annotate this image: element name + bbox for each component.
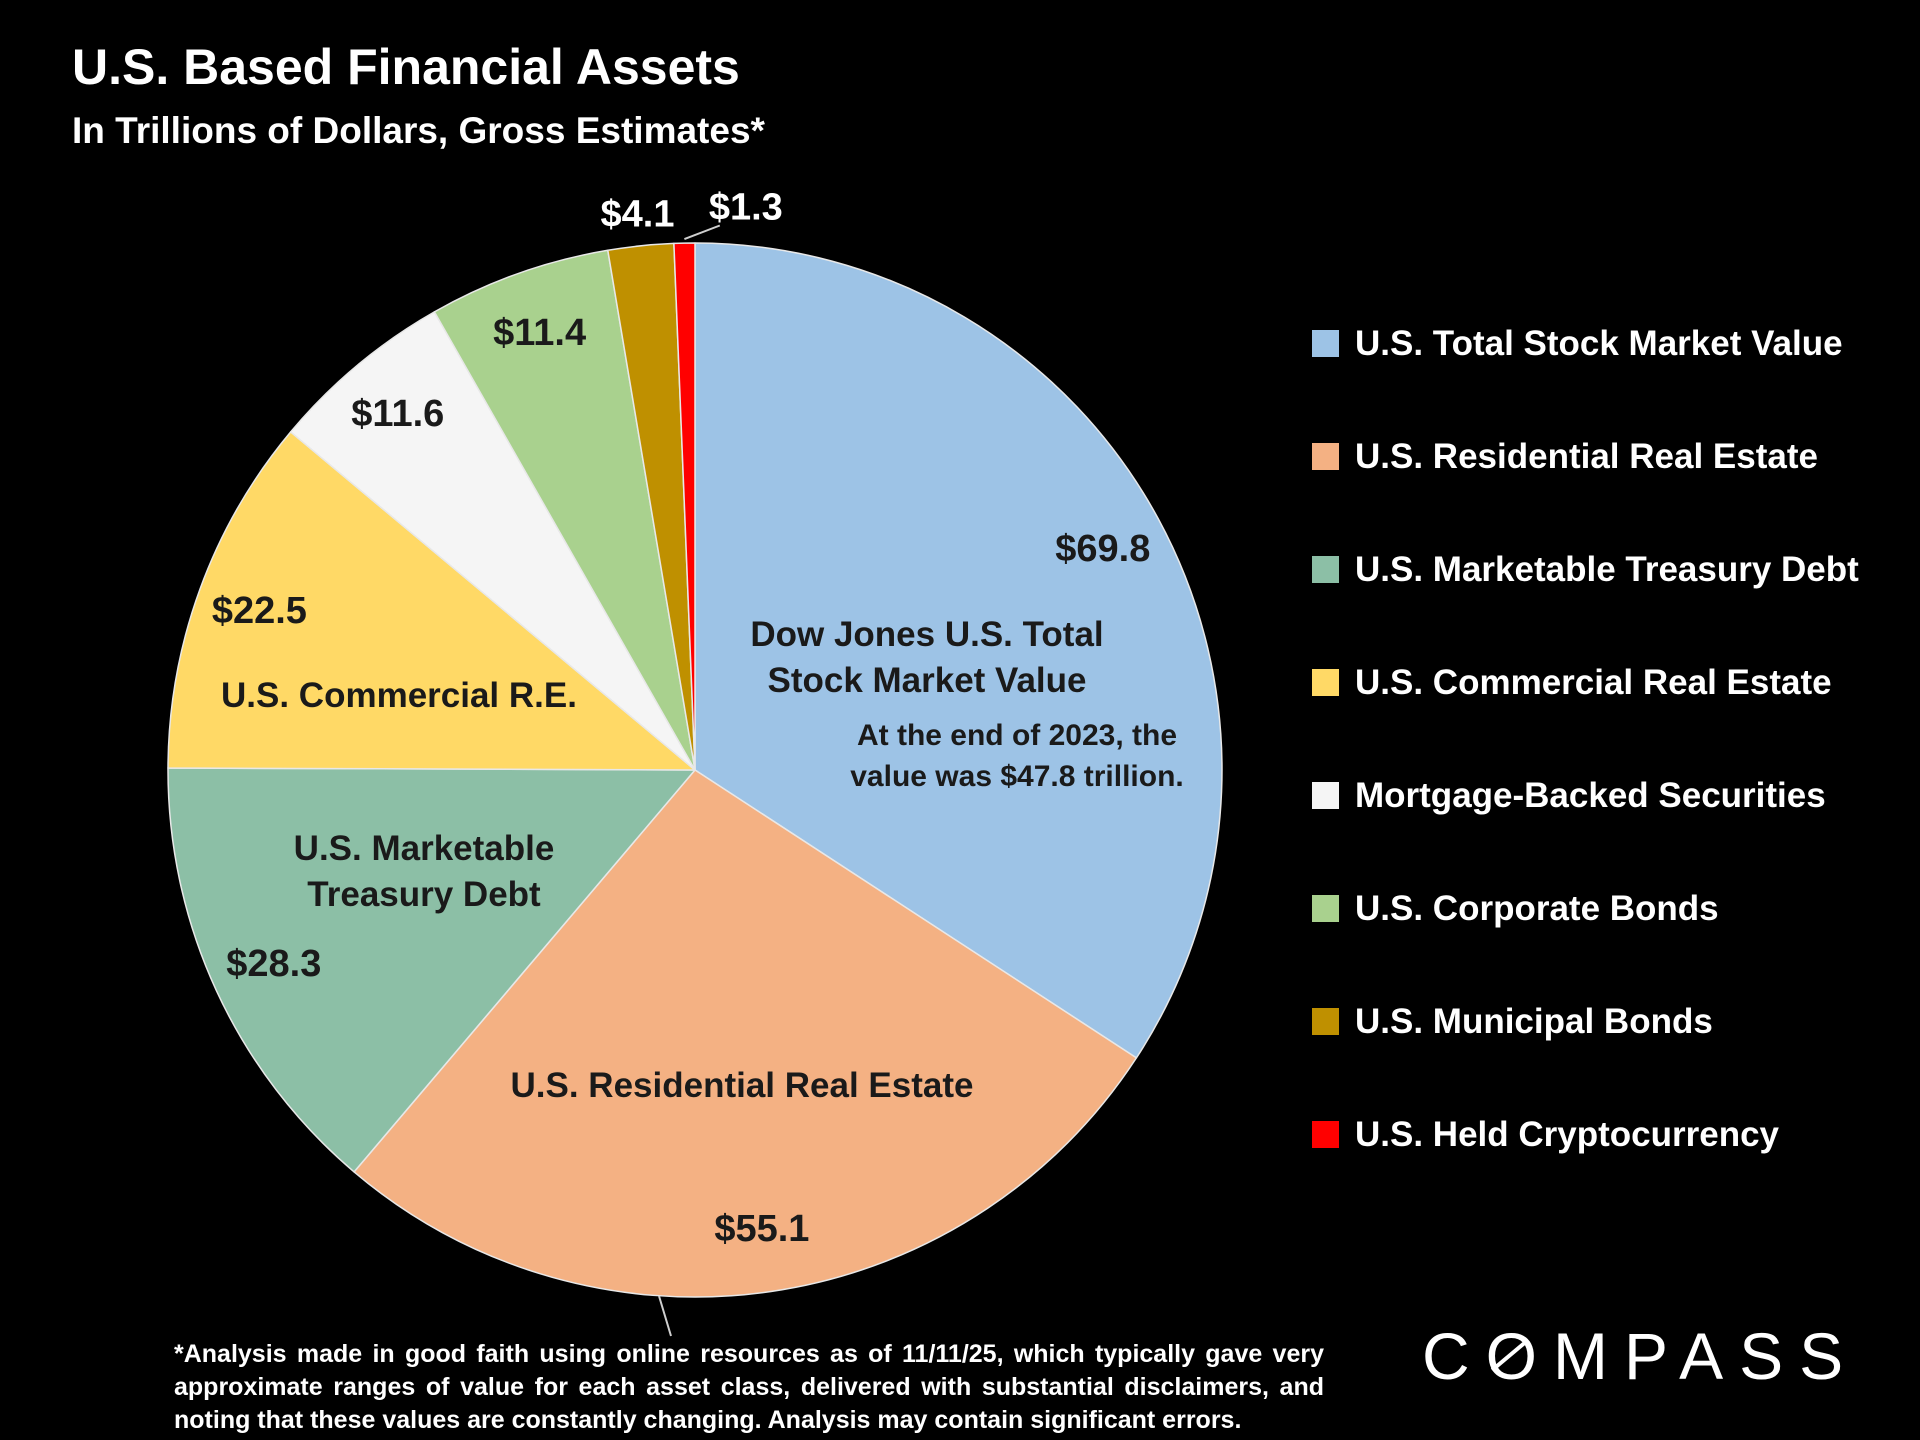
legend-swatch [1312, 556, 1339, 583]
annotation-2023-note: At the end of 2023, the value was $47.8 … [807, 716, 1227, 797]
legend-item-u-s-corporate-bonds: U.S. Corporate Bonds [1312, 852, 1859, 965]
legend-item-u-s-held-cryptocurrency: U.S. Held Cryptocurrency [1312, 1078, 1859, 1191]
footnote: *Analysis made in good faith using onlin… [174, 1340, 1324, 1434]
pie-slice-u-s-residential-real-estate [353, 769, 1138, 1298]
pie-slice-mortgage-backed-securities [289, 311, 696, 771]
pie-slice-u-s-total-stock-market-value [694, 242, 1223, 1059]
legend-label: U.S. Total Stock Market Value [1355, 323, 1843, 363]
slice-value-label: $11.6 [351, 393, 444, 435]
legend-item-u-s-municipal-bonds: U.S. Municipal Bonds [1312, 965, 1859, 1078]
annotation-dow-jones-line2: Stock Market Value [767, 661, 1087, 701]
annotation-2023-line1: At the end of 2023, the [856, 719, 1178, 752]
slice-value-label: $22.5 [212, 590, 307, 632]
leader-line [684, 224, 721, 241]
legend-label: U.S. Marketable Treasury Debt [1355, 549, 1859, 589]
logo-letters-mpass: MPASS [1553, 1319, 1860, 1393]
slice-label-treasury-line1: U.S. Marketable [293, 829, 555, 868]
leader-line [658, 1295, 672, 1337]
legend-swatch [1312, 782, 1339, 809]
pie-chart: $69.8 $55.1 $28.3 $22.5 $11.6 $11.4 $4.1 $1.3 [167, 187, 1223, 1337]
legend-label: U.S. Municipal Bonds [1355, 1001, 1713, 1041]
logo-letter-c: C [1422, 1319, 1486, 1393]
legend-swatch [1312, 895, 1339, 922]
page-title: U.S. Based Financial Assets [72, 39, 740, 95]
legend-label: U.S. Corporate Bonds [1355, 888, 1719, 928]
pie-slice-u-s-corporate-bonds [433, 249, 696, 771]
legend-label: Mortgage-Backed Securities [1355, 775, 1826, 815]
slice-value-label: $1.3 [709, 187, 783, 229]
slice-label-treasury-line2: Treasury Debt [307, 875, 541, 915]
slice-label-residential-re: U.S. Residential Real Estate [510, 1066, 974, 1105]
legend-swatch [1312, 1121, 1339, 1148]
slice-label-treasury-debt: U.S. Marketable Treasury Debt [224, 826, 624, 918]
page-subtitle: In Trillions of Dollars, Gross Estimates… [72, 110, 765, 151]
slice-value-label: $69.8 [1055, 528, 1150, 570]
compass-logo: COMPASS [1422, 1318, 1859, 1394]
pie-slice-u-s-held-cryptocurrency [673, 242, 696, 771]
legend-item-u-s-commercial-real-estate: U.S. Commercial Real Estate [1312, 626, 1859, 739]
slice-label-commercial-re: U.S. Commercial R.E. [221, 676, 577, 715]
annotation-dow-jones-line1: Dow Jones U.S. Total [750, 615, 1104, 654]
legend-item-u-s-marketable-treasury-debt: U.S. Marketable Treasury Debt [1312, 513, 1859, 626]
legend-label: U.S. Commercial Real Estate [1355, 662, 1832, 702]
annotation-2023-line2: value was $47.8 trillion. [850, 759, 1184, 793]
legend-swatch [1312, 669, 1339, 696]
legend-swatch [1312, 443, 1339, 470]
legend-label: U.S. Held Cryptocurrency [1355, 1114, 1779, 1154]
legend: U.S. Total Stock Market Value U.S. Reside… [1312, 287, 1859, 1191]
legend-item-u-s-residential-real-estate: U.S. Residential Real Estate [1312, 400, 1859, 513]
pie-slice-u-s-marketable-treasury-debt [167, 767, 696, 1173]
pie-slice-u-s-commercial-real-estate [167, 431, 696, 771]
legend-swatch [1312, 1008, 1339, 1035]
chart-header: U.S. Based Financial Assets In Trillions… [72, 38, 765, 152]
slice-value-label: $11.4 [493, 312, 586, 354]
slice-value-label: $4.1 [601, 193, 675, 235]
legend-label: U.S. Residential Real Estate [1355, 436, 1818, 476]
annotation-dow-jones: Dow Jones U.S. Total Stock Market Value [707, 612, 1147, 704]
legend-swatch [1312, 330, 1339, 357]
slice-value-label: $28.3 [226, 943, 321, 985]
slice-value-label: $55.1 [714, 1208, 809, 1250]
logo-slashed-o-icon: O [1485, 1319, 1554, 1393]
legend-item-u-s-total-stock-market-value: U.S. Total Stock Market Value [1312, 287, 1859, 400]
legend-item-mortgage-backed-securities: Mortgage-Backed Securities [1312, 739, 1859, 852]
